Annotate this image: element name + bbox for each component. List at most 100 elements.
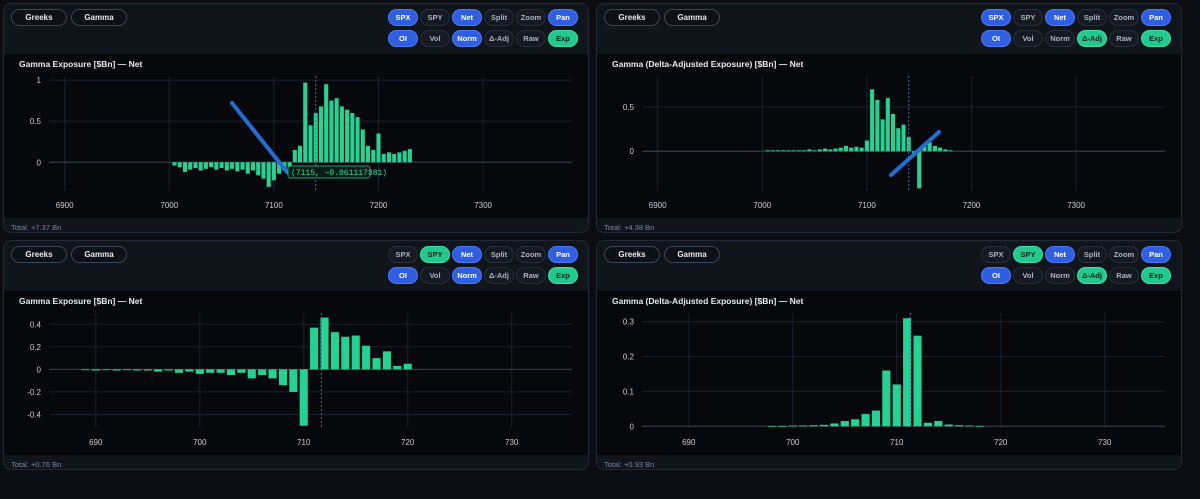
bar[interactable]	[948, 150, 953, 152]
tab-gamma[interactable]: Gamma	[71, 9, 127, 26]
oi-button[interactable]: OI	[981, 267, 1011, 284]
bar[interactable]	[828, 149, 833, 152]
bar[interactable]	[230, 162, 235, 169]
bar[interactable]	[278, 369, 288, 386]
bar[interactable]	[843, 145, 849, 152]
bar[interactable]	[310, 327, 319, 370]
split-button[interactable]: Split	[1077, 246, 1107, 263]
zoom-button[interactable]: Zoom	[1109, 246, 1139, 263]
zoom-button[interactable]: Zoom	[516, 9, 546, 26]
chart-area[interactable]: Gamma (Delta-Adjusted Exposure) [$Bn] — …	[597, 291, 1182, 455]
bar[interactable]	[277, 162, 282, 174]
bar[interactable]	[224, 162, 229, 171]
oi-button[interactable]: OI	[388, 30, 418, 47]
bar[interactable]	[198, 162, 203, 171]
bar[interactable]	[355, 117, 360, 163]
bar[interactable]	[875, 99, 880, 152]
bar[interactable]	[393, 365, 402, 370]
bar[interactable]	[944, 424, 953, 427]
split-button[interactable]: Split	[484, 246, 514, 263]
oi-button[interactable]: OI	[388, 267, 418, 284]
net-button[interactable]: Net	[1045, 9, 1075, 26]
bar[interactable]	[934, 421, 943, 427]
bar[interactable]	[882, 370, 891, 427]
bar[interactable]	[943, 149, 948, 152]
bar[interactable]	[345, 109, 350, 163]
bar[interactable]	[392, 154, 397, 163]
bar[interactable]	[271, 162, 276, 181]
bar[interactable]	[320, 317, 329, 370]
bar[interactable]	[226, 369, 236, 376]
bar[interactable]	[258, 369, 267, 376]
chart-svg[interactable]: 690 700 710 720 730 0 0.1 0.2 0.3	[597, 291, 1182, 455]
bar[interactable]	[360, 129, 365, 163]
bar[interactable]	[324, 84, 329, 163]
bar[interactable]	[849, 147, 854, 152]
bar[interactable]	[403, 363, 412, 370]
bar[interactable]	[250, 162, 256, 171]
bar[interactable]	[922, 145, 927, 152]
bar[interactable]	[112, 369, 121, 371]
oi-button[interactable]: OI	[981, 30, 1011, 47]
bar[interactable]	[371, 149, 376, 163]
pan-button[interactable]: Pan	[1141, 9, 1171, 26]
bar[interactable]	[209, 162, 214, 168]
pan-button[interactable]: Pan	[548, 246, 578, 263]
spy-button[interactable]: SPY	[420, 9, 450, 26]
bar[interactable]	[880, 119, 885, 152]
bar[interactable]	[256, 162, 261, 176]
bar[interactable]	[807, 149, 812, 152]
bar[interactable]	[854, 146, 859, 152]
bar[interactable]	[927, 142, 932, 152]
bar[interactable]	[237, 369, 246, 373]
vol-button[interactable]: Vol	[420, 267, 450, 284]
bar[interactable]	[397, 152, 402, 163]
chart-area[interactable]: Gamma Exposure [$Bn] — Net 690 700 710 720 7…	[4, 291, 588, 455]
norm-button[interactable]: Norm	[452, 267, 482, 284]
norm-button[interactable]: Norm	[1045, 30, 1075, 47]
bar[interactable]	[407, 149, 412, 163]
bar[interactable]	[362, 345, 371, 370]
norm-button[interactable]: Norm	[1045, 267, 1075, 284]
net-button[interactable]: Net	[1045, 246, 1075, 263]
raw-button[interactable]: Raw	[1109, 30, 1139, 47]
bar[interactable]	[812, 150, 817, 152]
bar[interactable]	[913, 335, 922, 427]
bar[interactable]	[182, 162, 188, 173]
chart-svg[interactable]: 6900 7000 7100 7200 7300 0 0.5	[597, 54, 1182, 218]
bar[interactable]	[791, 150, 796, 152]
bar[interactable]	[266, 162, 271, 187]
bar[interactable]	[214, 162, 219, 170]
bar[interactable]	[382, 351, 391, 370]
bar[interactable]	[765, 150, 770, 152]
bar[interactable]	[864, 140, 869, 152]
bar[interactable]	[219, 162, 224, 168]
bar[interactable]	[923, 422, 932, 427]
bar[interactable]	[901, 124, 906, 152]
bar[interactable]	[402, 150, 407, 163]
raw-button[interactable]: Raw	[516, 30, 546, 47]
tab-greeks[interactable]: Greeks	[604, 9, 660, 26]
bar[interactable]	[81, 369, 90, 371]
bar[interactable]	[376, 133, 381, 163]
bar[interactable]	[303, 82, 308, 163]
bar[interactable]	[809, 425, 818, 427]
bar[interactable]	[308, 125, 313, 163]
spy-button[interactable]: SPY	[1013, 246, 1043, 263]
tab-greeks[interactable]: Greeks	[604, 246, 660, 263]
zoom-button[interactable]: Zoom	[516, 246, 546, 263]
bar[interactable]	[172, 162, 177, 166]
raw-button[interactable]: Raw	[516, 267, 546, 284]
bar[interactable]	[870, 89, 875, 152]
bar[interactable]	[299, 369, 308, 426]
bar[interactable]	[775, 150, 781, 152]
bar[interactable]	[903, 318, 912, 427]
bar[interactable]	[339, 106, 344, 163]
bar[interactable]	[334, 98, 339, 163]
spx-button[interactable]: SPX	[981, 246, 1011, 263]
bar[interactable]	[351, 335, 360, 370]
bar[interactable]	[216, 369, 225, 373]
net-button[interactable]: Net	[452, 9, 482, 26]
bar[interactable]	[298, 145, 303, 163]
exp-button[interactable]: Exp	[1141, 30, 1171, 47]
